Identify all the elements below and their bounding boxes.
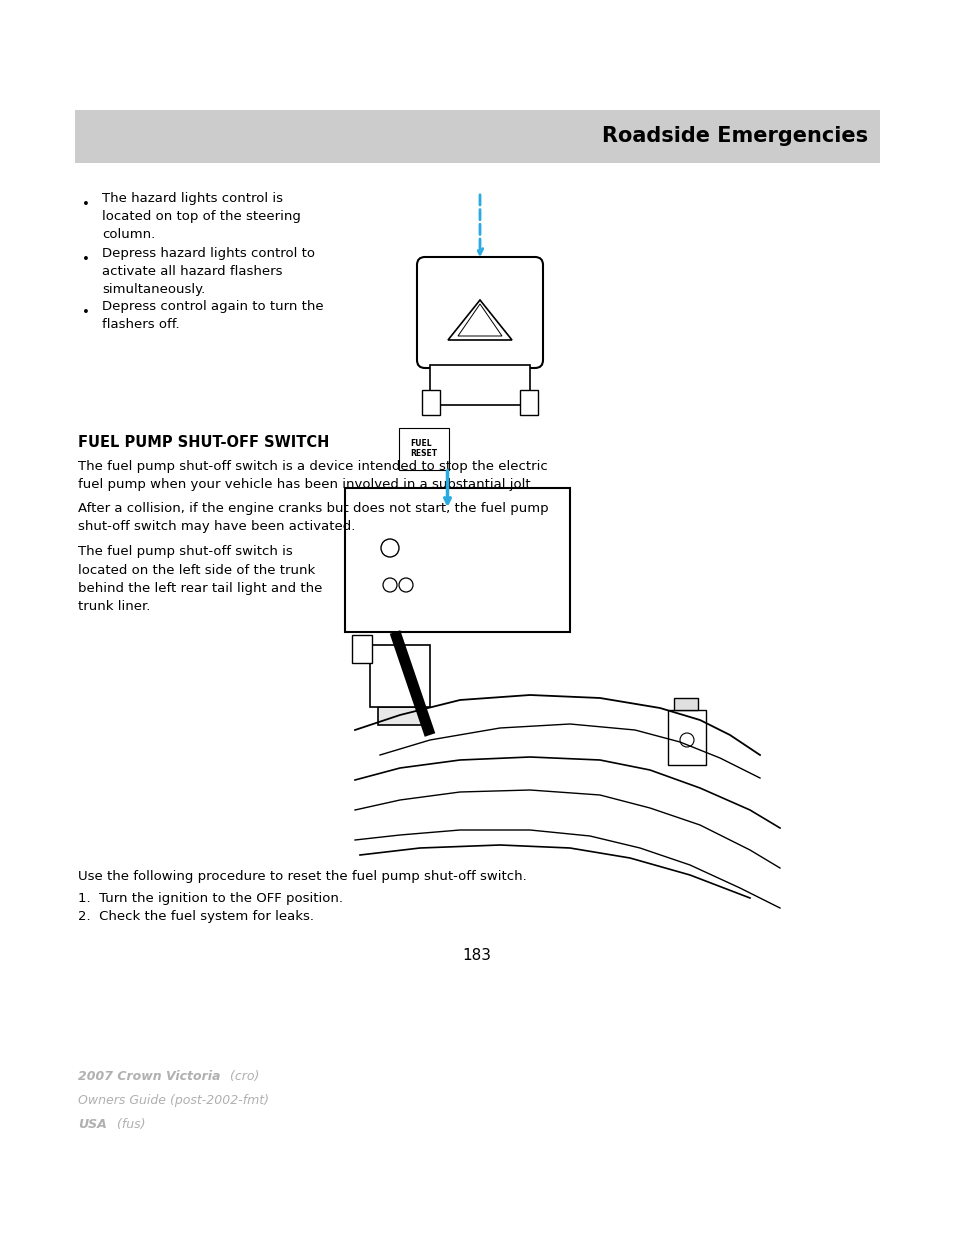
Bar	[667, 710, 705, 764]
Text: The fuel pump shut-off switch is a device intended to stop the electric: The fuel pump shut-off switch is a devic…	[78, 459, 547, 473]
Bar	[370, 645, 430, 706]
Text: •: •	[82, 198, 90, 211]
Text: 2.  Check the fuel system for leaks.: 2. Check the fuel system for leaks.	[78, 910, 314, 923]
Text: Depress hazard lights control to
activate all hazard flashers
simultaneously.: Depress hazard lights control to activat…	[102, 247, 314, 296]
Text: Owners Guide (post-2002-fmt): Owners Guide (post-2002-fmt)	[78, 1094, 269, 1107]
Bar	[377, 706, 421, 725]
Text: FUEL
RESET: FUEL RESET	[410, 438, 436, 458]
Text: •: •	[82, 253, 90, 266]
Bar	[430, 366, 530, 405]
Text: shut-off switch may have been activated.: shut-off switch may have been activated.	[78, 520, 355, 534]
Bar	[75, 110, 879, 163]
Text: Roadside Emergencies: Roadside Emergencies	[601, 126, 867, 147]
Text: (fus): (fus)	[112, 1118, 146, 1131]
Bar	[345, 488, 569, 632]
Text: Use the following procedure to reset the fuel pump shut-off switch.: Use the following procedure to reset the…	[78, 869, 526, 883]
Text: 1.  Turn the ignition to the OFF position.: 1. Turn the ignition to the OFF position…	[78, 892, 343, 905]
Bar	[519, 390, 537, 415]
Text: The hazard lights control is
located on top of the steering
column.: The hazard lights control is located on …	[102, 191, 300, 241]
Text: After a collision, if the engine cranks but does not start, the fuel pump: After a collision, if the engine cranks …	[78, 501, 548, 515]
Bar	[673, 698, 698, 710]
Text: Depress control again to turn the
flashers off.: Depress control again to turn the flashe…	[102, 300, 323, 331]
Text: USA: USA	[78, 1118, 107, 1131]
FancyBboxPatch shape	[416, 257, 542, 368]
Text: 183: 183	[462, 948, 491, 963]
Text: The fuel pump shut-off switch is
located on the left side of the trunk
behind th: The fuel pump shut-off switch is located…	[78, 545, 322, 614]
Text: FUEL PUMP SHUT-OFF SWITCH: FUEL PUMP SHUT-OFF SWITCH	[78, 435, 329, 450]
Text: •: •	[82, 306, 90, 319]
Text: (cro): (cro)	[226, 1070, 259, 1083]
Text: fuel pump when your vehicle has been involved in a substantial jolt.: fuel pump when your vehicle has been inv…	[78, 478, 535, 492]
Bar	[421, 390, 439, 415]
Text: 2007 Crown Victoria: 2007 Crown Victoria	[78, 1070, 220, 1083]
Bar	[352, 635, 372, 663]
